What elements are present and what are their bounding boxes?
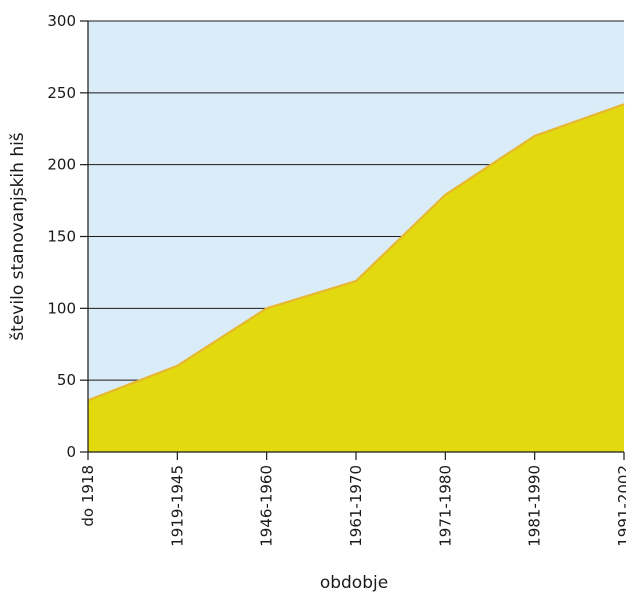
y-tick-label-100: 100 [47,299,76,317]
x-tick-label-2: 1946-1960 [258,465,276,547]
x-tick-label-1: 1919-1945 [168,465,186,547]
y-tick-label-0: 0 [66,443,76,461]
x-tick-label-6: 1991-2002 [615,465,626,547]
y-tick-label-50: 50 [57,371,76,389]
x-tick-label-5: 1981-1990 [526,465,544,547]
x-tick-label-3: 1961-1970 [347,465,365,547]
plot-area [87,20,625,453]
area-fill [88,104,624,453]
y-tick-label-300: 300 [47,12,76,30]
y-axis: 0 50 100 150 200 250 300 [47,12,89,461]
x-axis-title: obdobje [320,573,388,593]
x-tick-label-4: 1971-1980 [436,465,454,547]
x-axis: do 1918 1919-1945 1946-1960 1961-1970 1971-1… [79,451,626,547]
y-axis-title: število stanovanjskih hiš [8,132,28,340]
y-tick-label-200: 200 [47,156,76,174]
y-tick-label-150: 150 [47,228,76,246]
y-tick-label-250: 250 [47,84,76,102]
x-tick-label-0: do 1918 [79,465,97,527]
